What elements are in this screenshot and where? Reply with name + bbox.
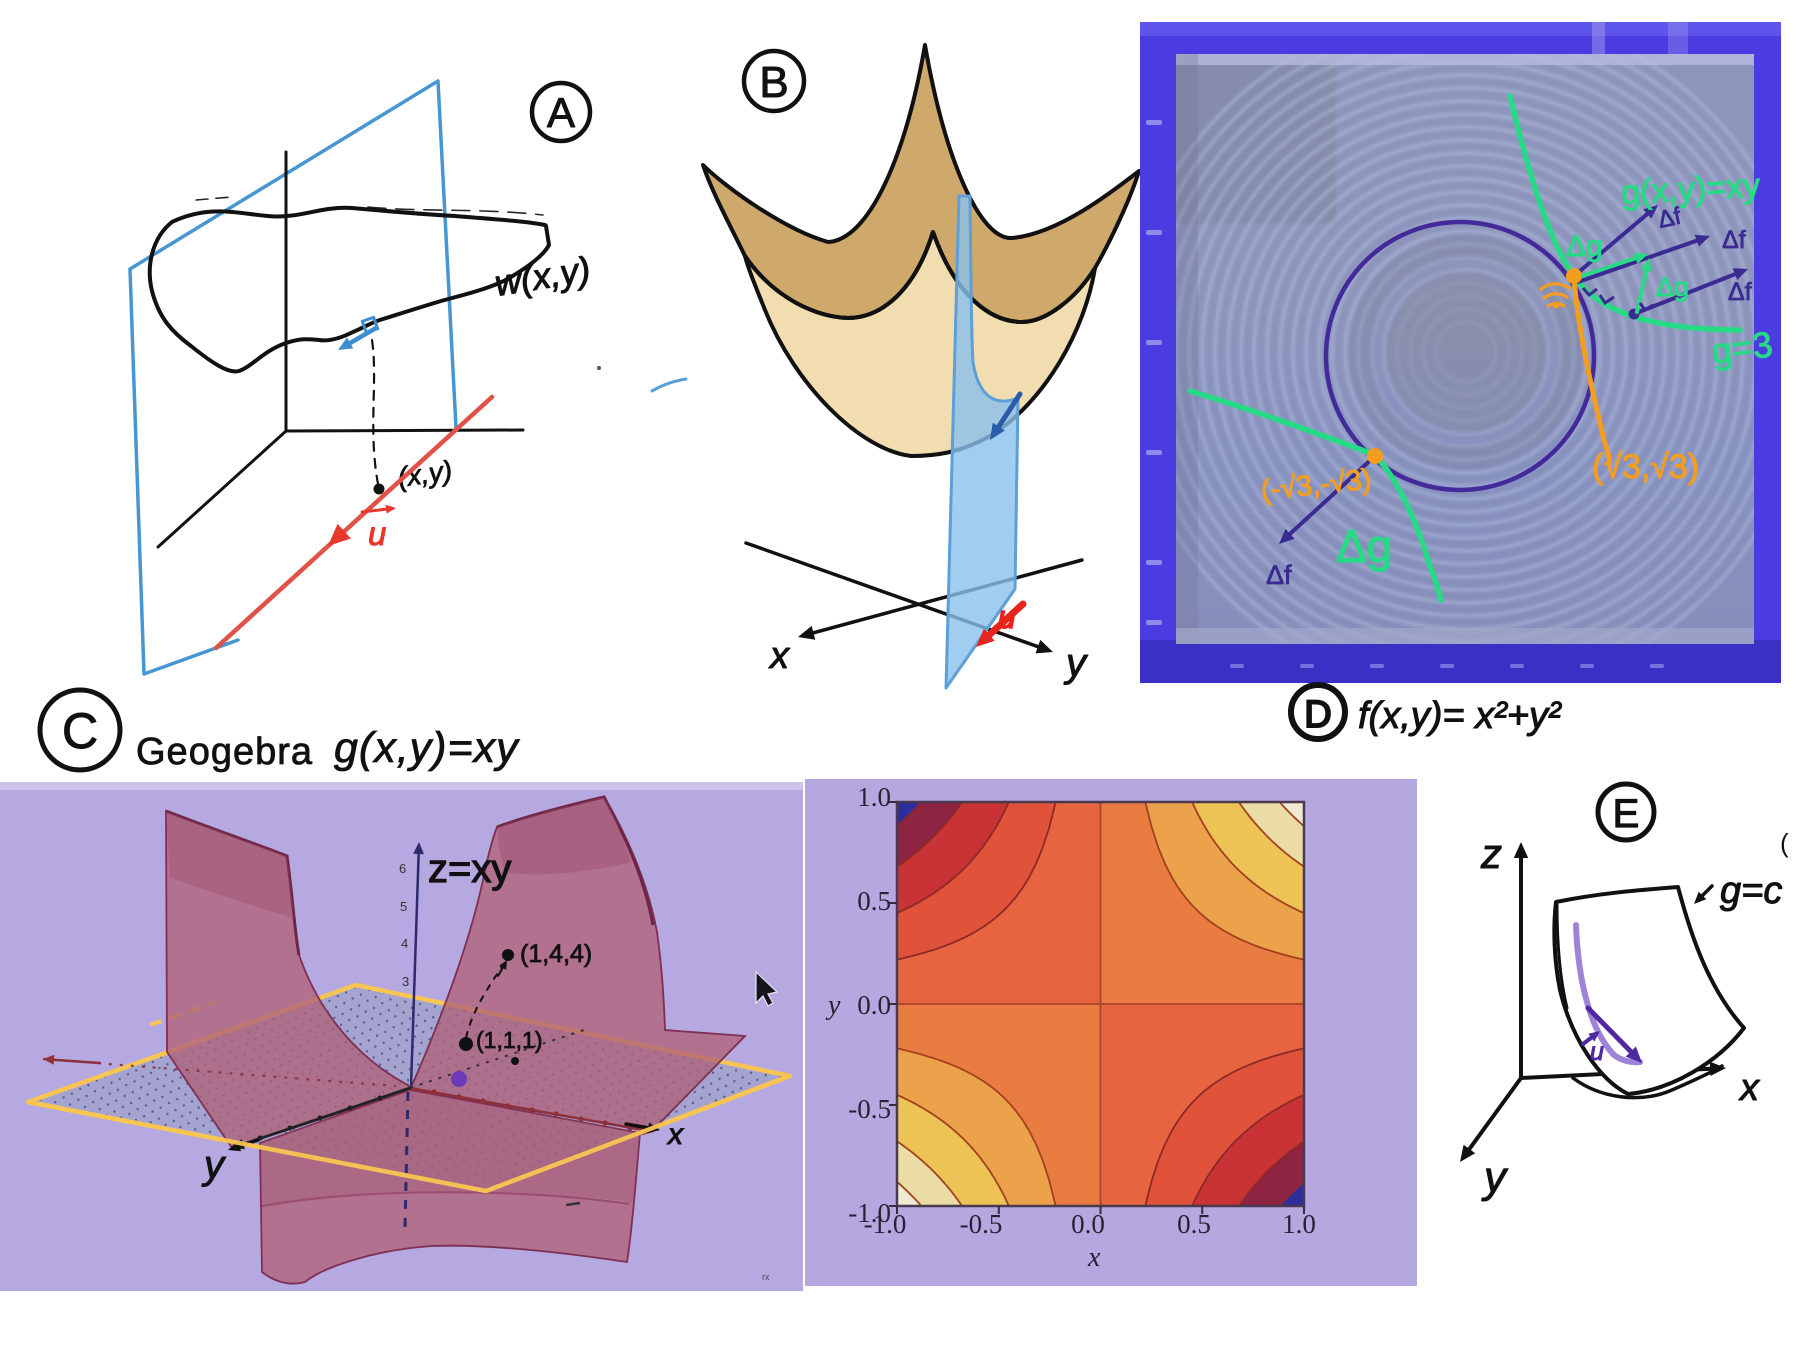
svg-text:4: 4 xyxy=(401,936,408,951)
svg-text:Δg: Δg xyxy=(1656,272,1689,302)
svg-text:0.0: 0.0 xyxy=(1071,1209,1105,1239)
svg-text:y: y xyxy=(201,1143,227,1187)
svg-text:g=c: g=c xyxy=(1720,870,1782,912)
svg-text:w(x,y): w(x,y) xyxy=(492,248,593,304)
svg-text:Δg: Δg xyxy=(1336,520,1392,572)
svg-text:E: E xyxy=(1613,792,1640,836)
svg-text:0.0: 0.0 xyxy=(857,990,891,1020)
svg-text:Geogebra: Geogebra xyxy=(136,731,313,773)
svg-text:(√3,√3): (√3,√3) xyxy=(1592,448,1699,486)
svg-text:f(x,y)= x²+y²: f(x,y)= x²+y² xyxy=(1358,695,1562,737)
svg-text:y: y xyxy=(1063,641,1089,685)
svg-text:Δf: Δf xyxy=(1722,226,1746,254)
svg-text:ʳˣ: ʳˣ xyxy=(762,1271,770,1286)
svg-text:0.5: 0.5 xyxy=(1177,1209,1211,1239)
svg-text:Δf: Δf xyxy=(1728,278,1752,306)
svg-text:B: B xyxy=(759,58,788,107)
svg-text:u: u xyxy=(1590,1038,1604,1066)
svg-text:y: y xyxy=(1481,1153,1509,1202)
svg-text:C: C xyxy=(62,703,98,759)
svg-text:g(x,y)=xy: g(x,y)=xy xyxy=(1620,167,1761,212)
svg-text:x: x xyxy=(666,1118,684,1151)
svg-text:(1,1,1): (1,1,1) xyxy=(476,1027,542,1053)
svg-text:1.0: 1.0 xyxy=(857,782,891,812)
svg-text:g=3: g=3 xyxy=(1709,323,1775,372)
svg-text:A: A xyxy=(547,89,575,136)
svg-text:-0.5: -0.5 xyxy=(960,1209,1003,1239)
svg-text:3: 3 xyxy=(402,974,409,989)
svg-text:Δg: Δg xyxy=(1566,230,1603,263)
svg-text:y: y xyxy=(825,990,841,1021)
svg-text:(1,4,4): (1,4,4) xyxy=(520,940,592,968)
svg-text:x: x xyxy=(768,635,791,677)
svg-text:-1.0: -1.0 xyxy=(848,1198,891,1228)
svg-text:g(x,y)=xy: g(x,y)=xy xyxy=(334,724,520,772)
svg-text:u: u xyxy=(998,599,1016,635)
svg-text:Δf: Δf xyxy=(1266,560,1292,590)
svg-text:D: D xyxy=(1304,694,1331,736)
svg-text:(: ( xyxy=(1780,828,1789,858)
svg-text:x: x xyxy=(1087,1242,1101,1273)
svg-text:x: x xyxy=(1738,1067,1761,1109)
svg-text:z=xy: z=xy xyxy=(428,847,511,891)
svg-text:1.0: 1.0 xyxy=(1282,1209,1316,1239)
svg-text:-0.5: -0.5 xyxy=(848,1094,891,1124)
svg-text:-1.0: -1.0 xyxy=(864,1209,907,1239)
svg-text:5: 5 xyxy=(400,899,407,914)
svg-text:0.5: 0.5 xyxy=(857,886,891,916)
svg-text:u: u xyxy=(368,515,386,552)
svg-text:z: z xyxy=(1480,830,1502,877)
svg-text:6: 6 xyxy=(399,861,406,876)
